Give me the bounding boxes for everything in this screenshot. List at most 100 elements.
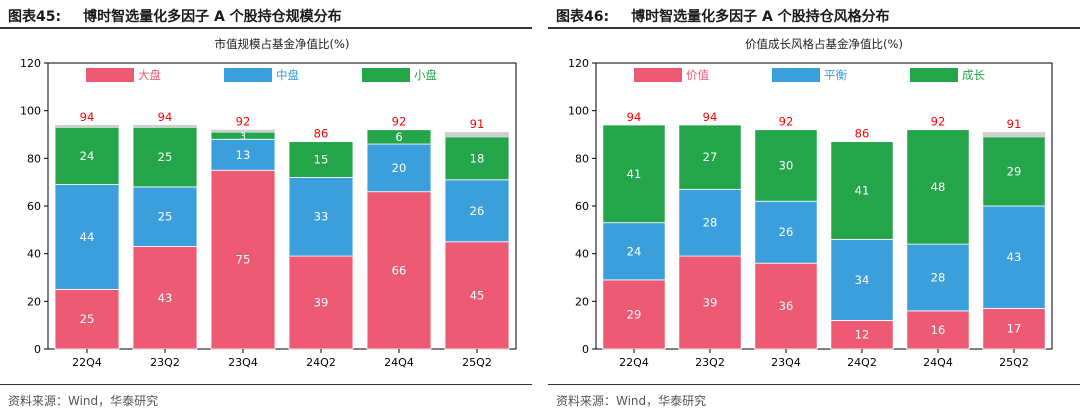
x-tick-label: 25Q2	[999, 356, 1029, 369]
figure-heading: 博时智选量化多因子 A 个股持仓风格分布	[631, 9, 890, 25]
total-label: 86	[855, 127, 870, 141]
x-tick-label: 23Q4	[771, 356, 801, 369]
bar-segment	[366, 191, 432, 350]
data-label: 16	[931, 323, 946, 337]
bar-segment	[54, 126, 120, 185]
data-label: 6	[395, 130, 402, 144]
legend-swatch	[224, 68, 272, 82]
y-tick-label: 20	[27, 295, 41, 308]
bar-segment	[444, 136, 510, 181]
total-label: 92	[236, 115, 251, 129]
bar-segment	[210, 131, 276, 140]
legend-label: 价值	[686, 68, 709, 82]
y-tick-label: 80	[27, 152, 41, 165]
data-label: 25	[158, 150, 173, 164]
stacked-bar-chart: 价值成长风格占基金净值比(%) 0 20 40 60 80 100 120 价值 平衡 成长 29 24…	[568, 37, 1053, 369]
legend-swatch	[910, 68, 958, 82]
bar-segment	[602, 222, 666, 281]
data-label: 43	[1007, 250, 1022, 264]
data-label: 41	[855, 184, 870, 198]
title-rule	[0, 27, 532, 29]
data-label: 66	[392, 263, 407, 277]
chart-title: 市值规模占基金净值比(%)	[215, 37, 350, 51]
bar-segment	[830, 141, 894, 240]
remainder-segment	[55, 124, 119, 128]
bar-segment	[754, 200, 818, 264]
remainder-segment	[445, 132, 509, 137]
bar-segment	[982, 136, 1046, 207]
data-label: 43	[158, 291, 173, 305]
y-tick-label: 0	[34, 343, 41, 356]
x-tick-label: 24Q4	[923, 356, 953, 369]
source-note: 资料来源：Wind，华泰研究	[8, 394, 159, 408]
footer-rule	[548, 384, 1080, 385]
legend-swatch	[86, 68, 134, 82]
bar-segment	[210, 138, 276, 171]
source-note: 资料来源：Wind，华泰研究	[556, 394, 707, 408]
legend-label: 平衡	[824, 68, 847, 82]
figure-45: 图表45: 博时智选量化多因子 A 个股持仓规模分布 市值规模占基金净值比(%) 0…	[0, 0, 532, 419]
data-label: 25	[158, 210, 173, 224]
total-label: 94	[158, 110, 173, 124]
data-label: 27	[703, 150, 718, 164]
data-label: 44	[80, 230, 95, 244]
stacked-bar-chart: 市值规模占基金净值比(%) 0 20 40 60 80 100 120 大盘 中盘 小盘 25 44 24…	[20, 37, 517, 369]
data-label: 15	[314, 153, 329, 167]
figure-46: 图表46: 博时智选量化多因子 A 个股持仓风格分布 价值成长风格占基金净值比(%…	[548, 0, 1080, 419]
data-label: 25	[80, 312, 95, 326]
bar-segment	[132, 126, 198, 188]
y-tick-label: 120	[20, 57, 41, 70]
bar-segment	[444, 179, 510, 243]
data-label: 26	[470, 204, 485, 218]
y-tick-label: 120	[568, 57, 589, 70]
y-tick-label: 40	[575, 248, 589, 261]
chart-title: 价值成长风格占基金净值比(%)	[745, 37, 903, 51]
x-tick-label: 22Q4	[72, 356, 102, 369]
y-tick-label: 100	[568, 105, 589, 118]
data-label: 18	[470, 151, 485, 165]
y-tick-label: 60	[575, 200, 589, 213]
bar-segment	[288, 141, 354, 178]
total-label: 94	[627, 110, 642, 124]
data-label: 17	[1007, 322, 1022, 336]
x-tick-label: 23Q2	[695, 356, 725, 369]
remainder-segment	[211, 129, 275, 133]
data-label: 29	[627, 307, 642, 321]
x-tick-label: 24Q2	[306, 356, 336, 369]
bar-segment	[602, 124, 666, 224]
total-label: 91	[470, 117, 485, 131]
bar-segment	[678, 255, 742, 350]
bar-segment	[602, 279, 666, 350]
figure-title: 图表45: 博时智选量化多因子 A 个股持仓规模分布	[8, 6, 342, 26]
total-label: 91	[1007, 117, 1022, 131]
figure-title: 图表46: 博时智选量化多因子 A 个股持仓风格分布	[556, 6, 890, 26]
legend-label: 大盘	[138, 68, 161, 82]
data-label: 39	[703, 296, 718, 310]
legend-swatch	[634, 68, 682, 82]
data-label: 28	[703, 216, 718, 230]
remainder-segment	[133, 124, 197, 128]
bar-segment	[288, 176, 354, 257]
data-label: 36	[779, 299, 794, 313]
legend-swatch	[772, 68, 820, 82]
data-label: 48	[931, 180, 946, 194]
figure-number: 图表46:	[556, 9, 610, 25]
x-tick-label: 23Q4	[228, 356, 258, 369]
data-label: 13	[236, 148, 251, 162]
data-label: 39	[314, 296, 329, 310]
legend-label: 成长	[962, 68, 985, 82]
legend-label: 中盘	[276, 68, 299, 82]
legend-label: 小盘	[414, 68, 437, 82]
data-label: 34	[855, 273, 870, 287]
data-label: 24	[627, 244, 642, 258]
bar-segment	[678, 188, 742, 257]
bar-segment	[754, 262, 818, 350]
data-label: 28	[931, 271, 946, 285]
bar-segment	[678, 124, 742, 190]
title-rule	[548, 27, 1080, 29]
bar-segment	[444, 241, 510, 350]
bar-segment	[830, 238, 894, 321]
bar-segment	[754, 129, 818, 202]
total-label: 94	[80, 110, 95, 124]
x-tick-label: 24Q4	[384, 356, 414, 369]
